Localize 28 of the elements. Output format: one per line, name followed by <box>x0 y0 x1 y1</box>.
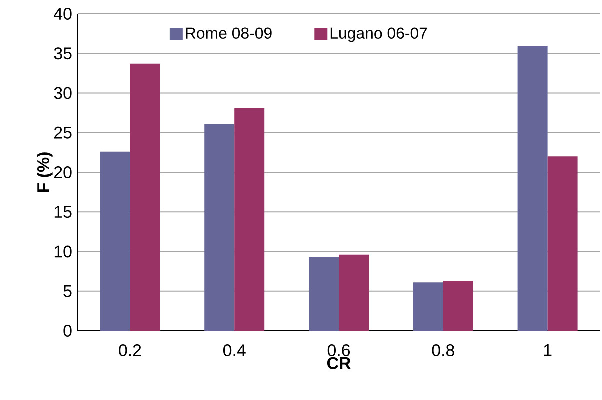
bar <box>204 124 235 331</box>
y-tick-label: 15 <box>54 206 72 218</box>
x-tick-label: 0.6 <box>328 344 350 357</box>
bar <box>339 254 370 331</box>
y-tick-label: 0 <box>64 325 72 337</box>
bar <box>518 46 548 331</box>
y-tick-label: 25 <box>54 126 72 139</box>
legend-label: Lugano 06-07 <box>330 28 428 42</box>
y-tick-label: 10 <box>54 246 72 258</box>
x-tick-label: 1 <box>544 344 552 356</box>
x-tick-label: 0.8 <box>432 344 454 357</box>
bar <box>100 152 130 331</box>
y-tick-label: 35 <box>54 48 72 60</box>
y-tick-label: 30 <box>54 87 72 100</box>
bar <box>309 257 340 331</box>
y-axis-title: F (%) <box>37 152 53 192</box>
bar <box>443 281 474 331</box>
legend-label: Rome 08-09 <box>186 28 272 39</box>
bar <box>234 108 265 331</box>
y-tick-label: 40 <box>54 8 72 20</box>
bar <box>413 282 444 331</box>
x-axis-title: CR <box>327 357 351 370</box>
x-tick-label: 0.2 <box>119 344 142 357</box>
x-tick-label: 0.4 <box>223 344 246 357</box>
y-tick-label: 5 <box>64 285 72 298</box>
y-tick-label: 20 <box>54 166 72 178</box>
bar <box>130 64 160 331</box>
bar <box>548 156 578 331</box>
